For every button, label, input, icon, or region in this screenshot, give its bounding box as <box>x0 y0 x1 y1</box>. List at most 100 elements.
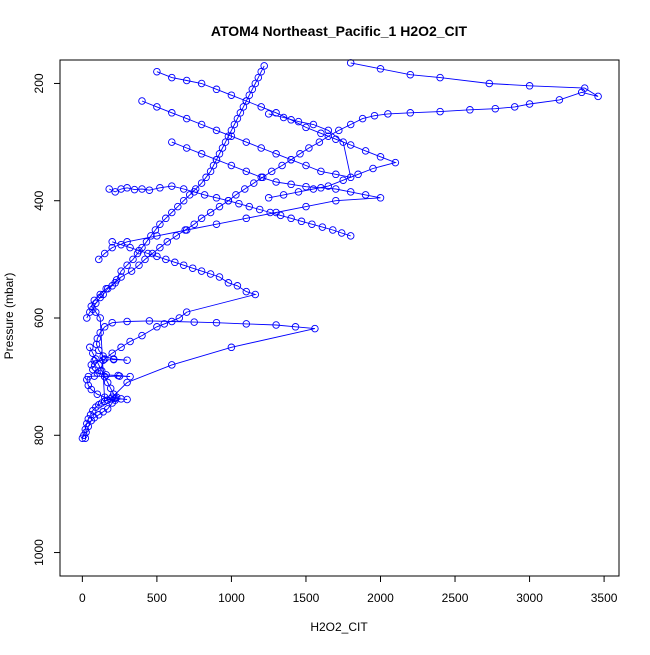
data-point <box>197 267 206 275</box>
data-point <box>236 109 245 117</box>
data-point <box>317 129 325 138</box>
data-point <box>96 328 104 337</box>
data-point <box>346 232 355 240</box>
data-point <box>92 340 101 349</box>
data-point <box>309 120 318 129</box>
series-line <box>82 62 599 439</box>
y-tick-label: 600 <box>32 308 46 328</box>
data-point <box>317 167 325 176</box>
data-point <box>296 150 304 158</box>
data-point <box>130 185 139 194</box>
data-point <box>337 229 346 237</box>
x-tick-label: 0 <box>79 591 86 605</box>
chart-title: ATOM4 Northeast_Pacific_1 H2O2_CIT <box>211 23 468 39</box>
data-point <box>93 334 102 343</box>
data-point <box>297 217 306 226</box>
data-point <box>123 261 131 269</box>
data-point <box>279 191 288 199</box>
data-point <box>267 167 276 176</box>
data-point <box>168 361 176 369</box>
data-point <box>160 320 169 328</box>
data-point <box>305 144 313 152</box>
data-point <box>206 270 215 278</box>
data-point <box>580 84 589 92</box>
data-point <box>100 249 109 258</box>
data-point <box>135 261 143 269</box>
data-point <box>174 202 182 211</box>
data-point <box>84 372 93 381</box>
data-point <box>168 208 176 217</box>
y-tick-label: 200 <box>32 73 46 93</box>
data-point <box>112 276 121 284</box>
data-point <box>108 238 116 246</box>
data-point <box>209 161 218 170</box>
data-point <box>235 199 243 208</box>
data-point <box>555 96 564 104</box>
data-point <box>302 161 310 170</box>
data-point <box>129 255 137 264</box>
data-point <box>227 126 236 135</box>
data-point <box>260 62 268 70</box>
data-point <box>257 144 265 152</box>
data-point <box>108 243 116 252</box>
data-point <box>324 132 333 140</box>
data-point <box>123 317 131 326</box>
data-point <box>168 73 176 82</box>
data-point <box>227 343 236 352</box>
data-point <box>179 261 188 269</box>
data-point <box>215 202 224 211</box>
data-point <box>141 255 149 264</box>
data-point <box>242 320 251 328</box>
data-point <box>215 273 224 281</box>
data-point <box>202 173 210 182</box>
data-point <box>171 258 179 267</box>
data-point <box>376 194 385 202</box>
data-point <box>248 85 257 94</box>
series-line <box>86 65 265 319</box>
data-point <box>100 355 109 363</box>
data-point <box>138 185 146 193</box>
data-point <box>168 317 176 326</box>
data-point <box>206 167 215 176</box>
data-point <box>212 85 221 94</box>
data-point <box>266 208 274 217</box>
data-point <box>153 103 161 111</box>
y-tick-label: 400 <box>32 190 46 210</box>
data-point <box>182 308 191 316</box>
data-point <box>294 188 303 196</box>
data-point <box>153 323 161 331</box>
data-point <box>384 110 392 118</box>
data-series <box>96 238 260 375</box>
data-point <box>221 138 230 146</box>
data-point <box>90 357 99 365</box>
data-point <box>287 214 295 223</box>
data-point <box>153 67 161 76</box>
data-point <box>182 76 191 85</box>
series-line <box>84 347 118 439</box>
data-point <box>89 365 97 374</box>
series-line <box>109 185 351 237</box>
data-point <box>255 205 264 214</box>
data-point <box>126 337 134 346</box>
data-point <box>123 356 131 364</box>
y-axis-label: Pressure (mbar) <box>2 273 16 360</box>
data-point <box>102 371 110 379</box>
data-point <box>142 238 151 246</box>
data-point <box>491 104 500 113</box>
data-point <box>87 416 96 425</box>
data-point <box>318 223 327 231</box>
data-point <box>144 249 152 258</box>
data-point <box>93 390 102 398</box>
data-point <box>206 208 215 217</box>
data-point <box>117 343 125 352</box>
data-point <box>329 226 337 234</box>
data-point <box>212 318 221 327</box>
data-point <box>145 317 154 325</box>
data-point <box>436 73 444 82</box>
data-point <box>95 361 103 369</box>
data-point <box>188 264 197 272</box>
data-point <box>358 114 367 123</box>
data-point <box>224 196 233 205</box>
data-point <box>335 126 343 135</box>
